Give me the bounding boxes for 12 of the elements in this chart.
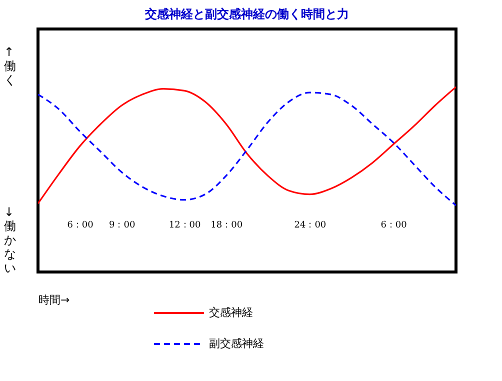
x-tick-label: 6：00 <box>67 220 94 230</box>
x-tick-label: 12：00 <box>168 220 202 230</box>
x-tick-label: 24：00 <box>294 220 326 230</box>
y-axis-title: ↑働く <box>4 45 17 87</box>
x-tick-label: 18：00 <box>210 220 243 230</box>
x-axis-title: 時間→ <box>38 294 70 306</box>
x-tick-label: 9：00 <box>109 220 136 230</box>
text: ↓働かない <box>4 205 17 275</box>
chart-title: 交感神経と副交感神経の働く時間と力 <box>144 7 349 21</box>
x-tick-label: 6：00 <box>380 220 408 230</box>
legend-label: 交感神経 <box>209 306 253 319</box>
legend-label: 副交感神経 <box>209 337 264 350</box>
